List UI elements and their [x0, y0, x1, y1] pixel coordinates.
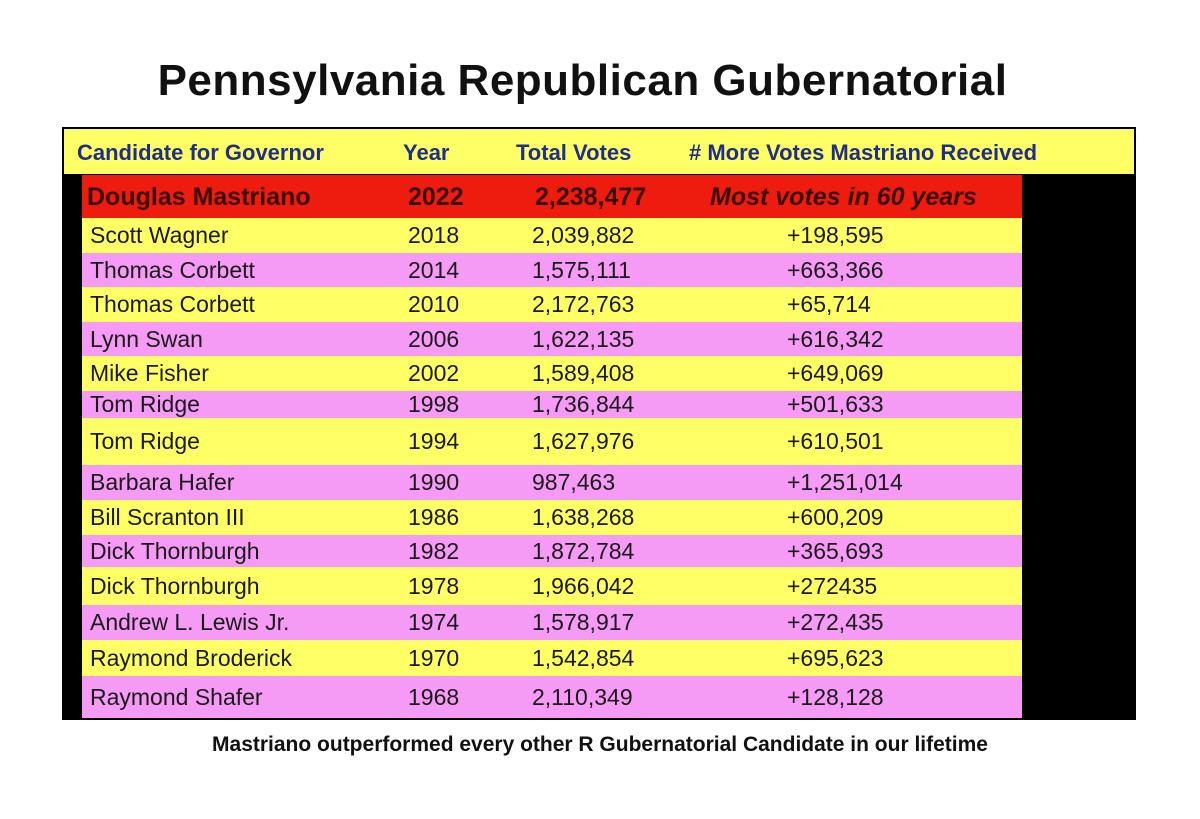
row-year: 1970	[408, 645, 460, 671]
featured-candidate: Douglas Mastriano	[87, 183, 311, 211]
header-candidate: Candidate for Governor	[77, 140, 324, 165]
table-row: Tom Ridge 1998 1,736,844 +501,633	[82, 391, 1022, 418]
table-row: Thomas Corbett 2010 2,172,763 +65,714	[82, 287, 1022, 322]
row-votes: 2,039,882	[532, 222, 635, 248]
row-year: 1986	[408, 504, 460, 530]
row-more: +1,251,014	[787, 469, 903, 495]
row-year: 1974	[408, 609, 460, 635]
row-year: 1998	[408, 391, 460, 417]
row-candidate: Dick Thornburgh	[90, 538, 260, 564]
row-votes: 1,736,844	[532, 391, 635, 417]
row-more: +663,366	[787, 257, 884, 283]
table-row: Raymond Shafer 1968 2,110,349 +128,128	[82, 676, 1022, 718]
table-row: Andrew L. Lewis Jr. 1974 1,578,917 +272,435	[82, 605, 1022, 640]
row-year: 2006	[408, 326, 460, 352]
row-votes: 987,463	[532, 469, 616, 495]
header-total-votes: Total Votes	[516, 140, 632, 165]
row-votes: 1,872,784	[532, 538, 635, 564]
row-candidate: Lynn Swan	[90, 326, 203, 352]
row-more: +128,128	[787, 684, 884, 710]
table-row: Mike Fisher 2002 1,589,408 +649,069	[82, 356, 1022, 391]
table-row: Barbara Hafer 1990 987,463 +1,251,014	[82, 465, 1022, 500]
row-candidate: Mike Fisher	[90, 360, 209, 386]
table-header-row: Candidate for Governor Year Total Votes …	[64, 129, 1134, 174]
row-more: +272435	[787, 573, 878, 599]
row-candidate: Tom Ridge	[90, 391, 200, 417]
row-candidate: Barbara Hafer	[90, 469, 235, 495]
table-row: Bill Scranton III 1986 1,638,268 +600,209	[82, 500, 1022, 535]
row-more: +65,714	[787, 291, 871, 317]
row-candidate: Tom Ridge	[90, 428, 200, 454]
row-more: +649,069	[787, 360, 884, 386]
row-votes: 1,578,917	[532, 609, 635, 635]
row-year: 2002	[408, 360, 460, 386]
row-year: 1990	[408, 469, 460, 495]
row-votes: 1,966,042	[532, 573, 635, 599]
row-votes: 1,638,268	[532, 504, 635, 530]
row-year: 1994	[408, 428, 460, 454]
featured-more: Most votes in 60 years	[710, 183, 977, 211]
row-candidate: Thomas Corbett	[90, 291, 255, 317]
footer-caption: Mastriano outperformed every other R Gub…	[212, 733, 988, 756]
header-more-votes: # More Votes Mastriano Received	[689, 140, 1038, 165]
page-title: Pennsylvania Republican Gubernatorial	[157, 56, 1008, 105]
featured-row: Douglas Mastriano 2022 2,238,477 Most vo…	[82, 175, 1022, 218]
table-row: Raymond Broderick 1970 1,542,854 +695,623	[82, 640, 1022, 676]
row-candidate: Raymond Broderick	[90, 645, 292, 671]
row-votes: 2,172,763	[532, 291, 635, 317]
table-row: Thomas Corbett 2014 1,575,111 +663,366	[82, 253, 1022, 287]
row-year: 1982	[408, 538, 460, 564]
row-candidate: Bill Scranton III	[90, 504, 245, 530]
featured-year: 2022	[408, 183, 464, 211]
row-votes: 1,575,111	[532, 257, 631, 283]
header-year: Year	[403, 140, 450, 165]
row-more: +600,209	[787, 504, 884, 530]
row-votes: 1,622,135	[532, 326, 635, 352]
table-row: Lynn Swan 2006 1,622,135 +616,342	[82, 322, 1022, 356]
row-year: 1968	[408, 684, 460, 710]
row-more: +610,501	[787, 428, 884, 454]
row-year: 2018	[408, 222, 460, 248]
row-year: 2010	[408, 291, 460, 317]
table-row: Dick Thornburgh 1978 1,966,042 +272435	[82, 567, 1022, 605]
table-row: Tom Ridge 1994 1,627,976 +610,501	[82, 418, 1022, 465]
row-candidate: Dick Thornburgh	[90, 573, 260, 599]
row-year: 2014	[408, 257, 460, 283]
row-votes: 1,589,408	[532, 360, 635, 386]
row-more: +695,623	[787, 645, 884, 671]
row-more: +616,342	[787, 326, 884, 352]
table-row: Dick Thornburgh 1982 1,872,784 +365,693	[82, 535, 1022, 567]
row-more: +272,435	[787, 609, 884, 635]
row-candidate: Andrew L. Lewis Jr.	[90, 609, 290, 635]
row-votes: 1,627,976	[532, 428, 635, 454]
row-year: 1978	[408, 573, 460, 599]
row-votes: 1,542,854	[532, 645, 635, 671]
row-candidate: Scott Wagner	[90, 222, 229, 248]
row-candidate: Raymond Shafer	[90, 684, 263, 710]
row-candidate: Thomas Corbett	[90, 257, 255, 283]
row-more: +198,595	[787, 222, 884, 248]
table-row: Scott Wagner 2018 2,039,882 +198,595	[82, 218, 1022, 253]
featured-votes: 2,238,477	[535, 183, 647, 211]
row-more: +501,633	[787, 391, 884, 417]
row-votes: 2,110,349	[532, 684, 633, 710]
row-more: +365,693	[787, 538, 884, 564]
